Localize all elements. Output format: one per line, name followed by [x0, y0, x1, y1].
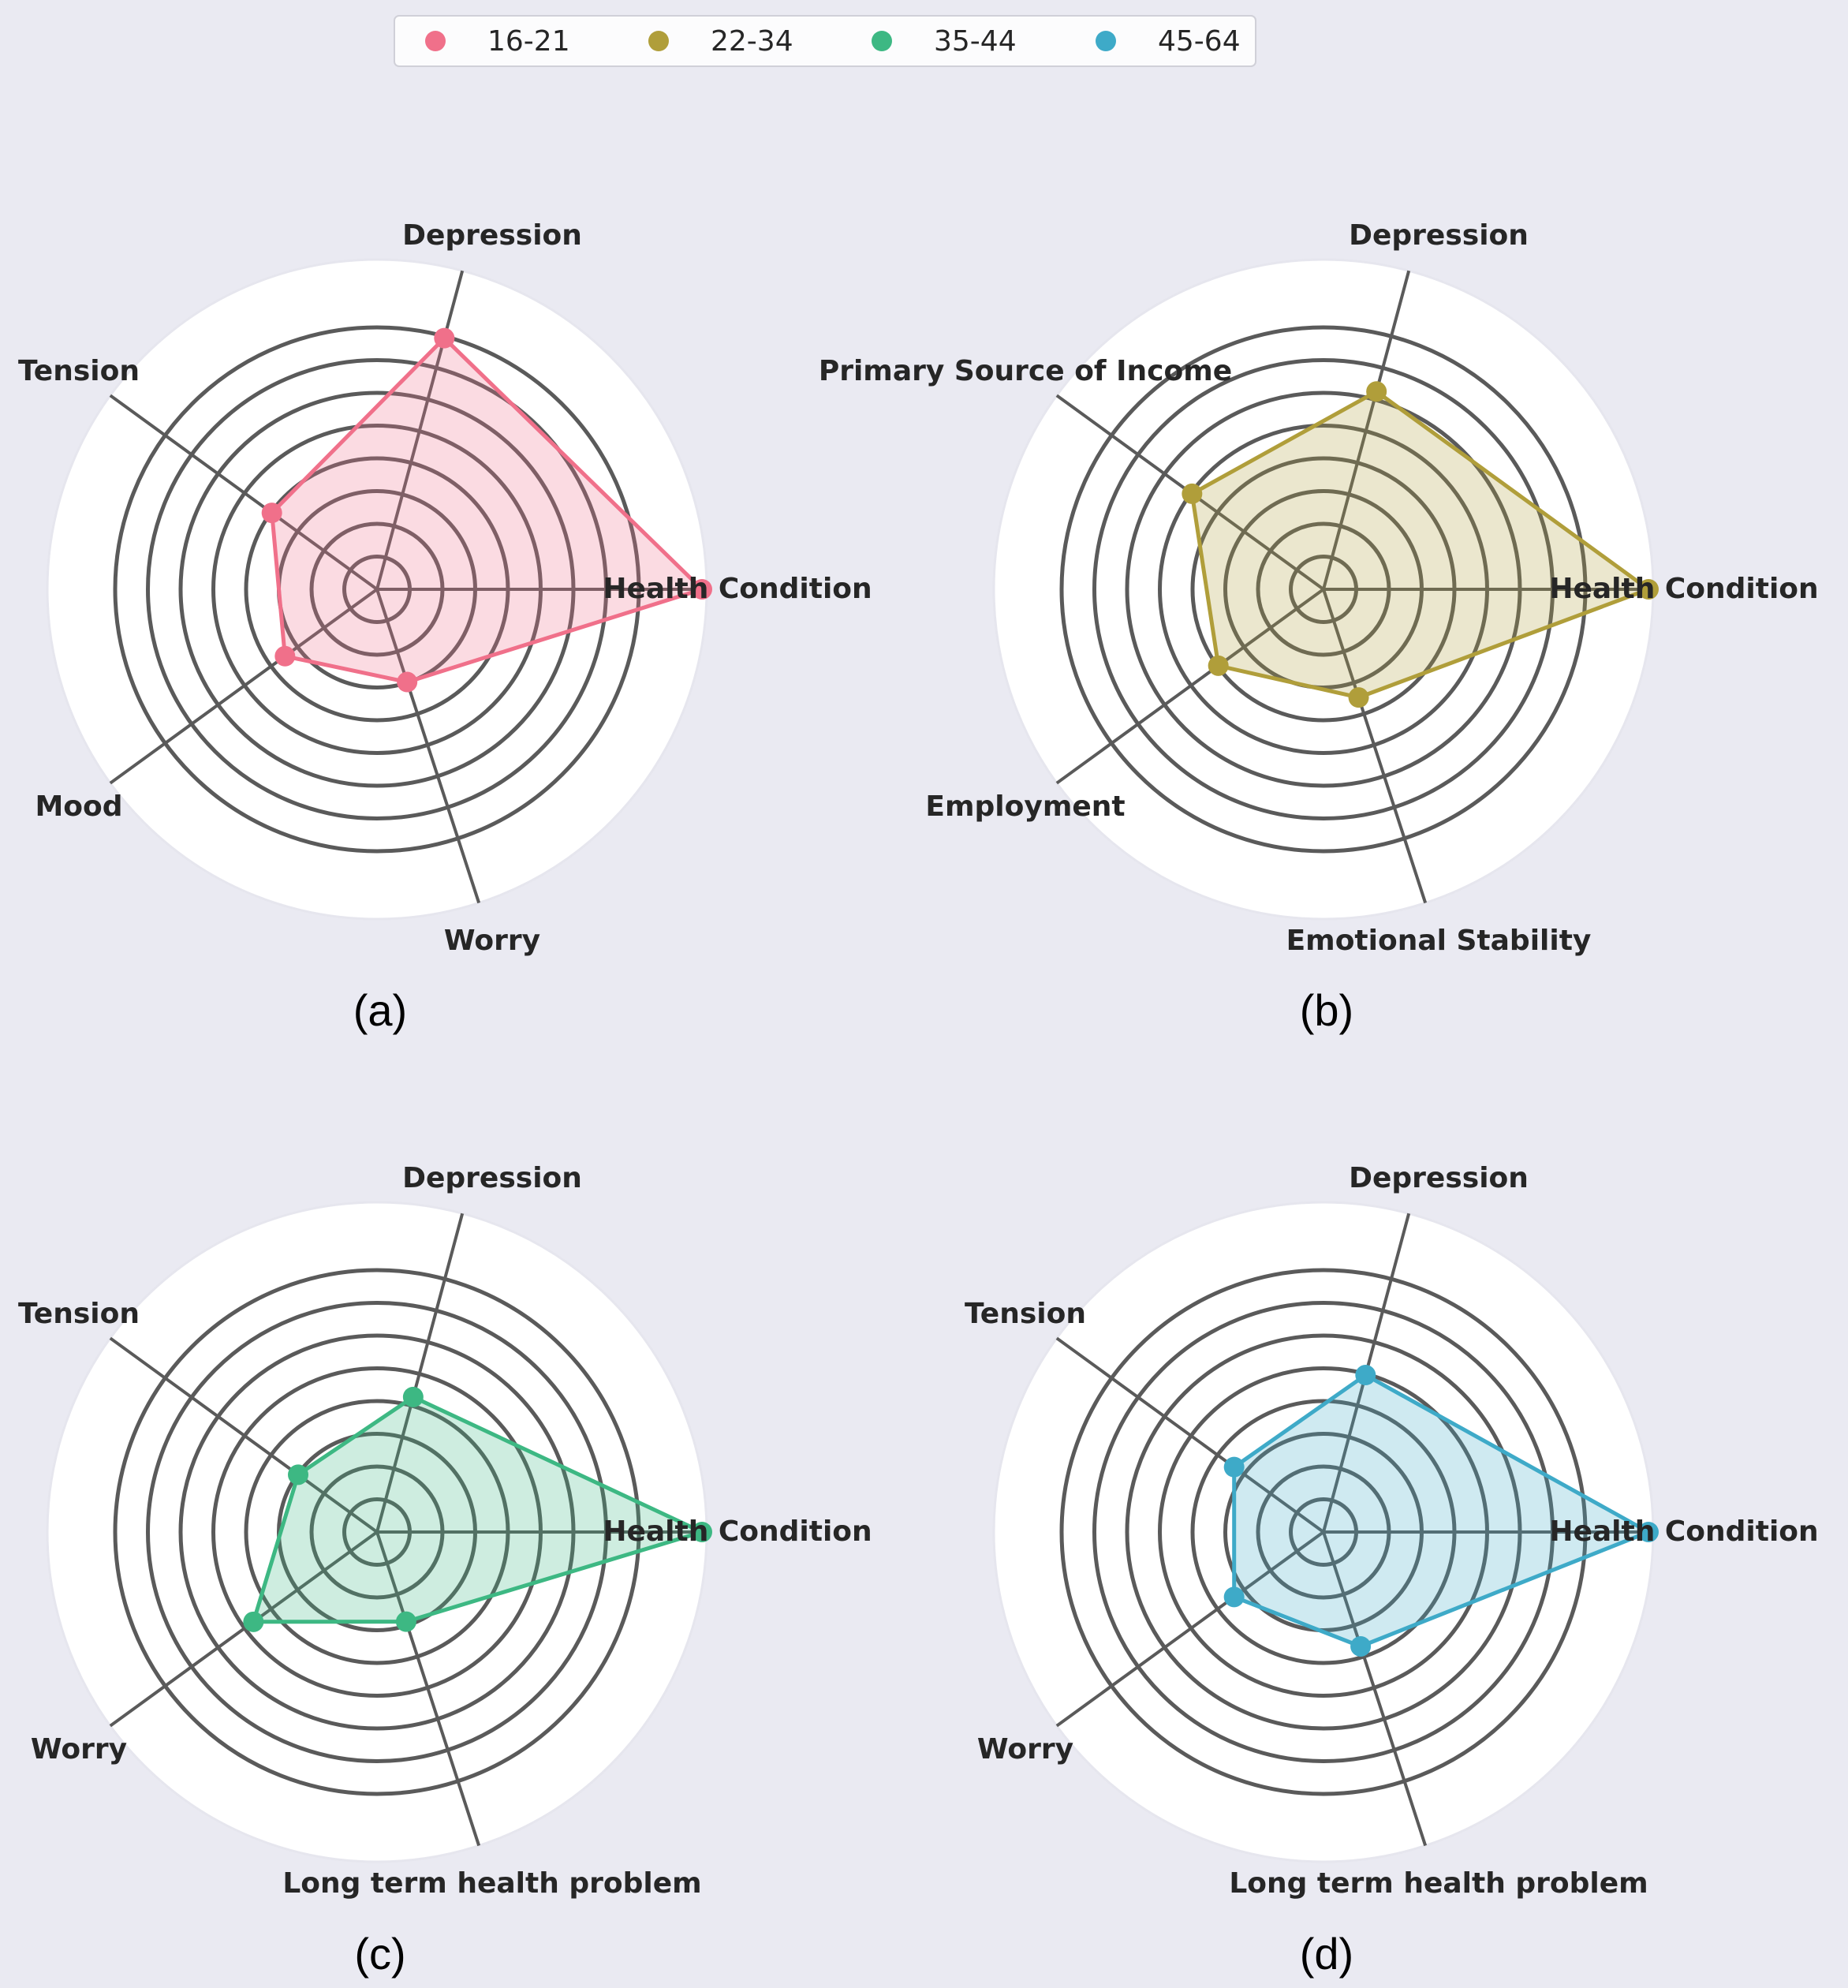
spoke-line: [1322, 270, 1411, 590]
spoke-line: [109, 588, 379, 785]
axis-label-4: Employment: [925, 790, 1125, 823]
axis-label-2: Depression: [1349, 1162, 1529, 1194]
axis-label-1: Health Condition: [603, 573, 872, 605]
spoke-line: [375, 589, 481, 904]
spoke-line: [109, 1336, 379, 1534]
data-point-3: [261, 503, 282, 524]
axis-label-4: Worry: [31, 1733, 127, 1766]
radar-panel-2: Health Condition Depression Primary Source…: [819, 219, 1819, 1035]
panel-label: (c): [354, 1929, 405, 1979]
legend-label-16-21: 16-21: [487, 25, 570, 58]
data-point-5: [1348, 687, 1369, 708]
axis-label-3: Tension: [965, 1298, 1086, 1330]
data-point-2: [1355, 1365, 1376, 1386]
axis-label-5: Long term health problem: [1229, 1867, 1648, 1900]
data-point-3: [1182, 483, 1203, 504]
panel-label: (a): [353, 985, 407, 1035]
spoke-line: [1055, 1530, 1325, 1728]
legend: 16-21 22-34 35-44 45-64: [394, 15, 1256, 67]
legend-marker-22-34: [648, 31, 669, 51]
spoke-line: [1055, 1336, 1325, 1534]
axis-label-3: Tension: [18, 1298, 140, 1330]
legend-marker-16-21: [425, 31, 446, 51]
spoke-line: [109, 394, 379, 591]
panel-label: (b): [1300, 985, 1353, 1035]
data-point-2: [434, 327, 455, 349]
axis-label-1: Health Condition: [1549, 1515, 1818, 1548]
data-point-1: [1638, 1522, 1659, 1542]
series-line-35-44: [251, 1395, 704, 1624]
axis-label-2: Depression: [1349, 219, 1529, 252]
series-line-45-64: [1232, 1373, 1651, 1649]
series-area-45-64: [1234, 1375, 1648, 1646]
spoke-line: [1322, 589, 1428, 904]
radar-panel-1: Health Condition Depression Tension Mood Wor…: [18, 219, 872, 1035]
axis-label-4: Mood: [35, 790, 122, 823]
axis-label-3: Primary Source of Income: [819, 355, 1232, 387]
axis-label-3: Tension: [18, 355, 140, 387]
axis-label-1: Health Condition: [1549, 573, 1818, 605]
spoke-line: [1322, 1531, 1428, 1847]
data-point-4: [274, 645, 296, 667]
data-point-3: [288, 1464, 309, 1485]
series-line-22-34: [1189, 389, 1651, 700]
spoke-line: [375, 270, 465, 590]
data-point-5: [1350, 1635, 1372, 1657]
data-point-5: [395, 1611, 416, 1632]
data-point-2: [402, 1386, 424, 1407]
spoke-line: [375, 1213, 465, 1533]
axis-label-5: Long term health problem: [282, 1867, 701, 1900]
radar-panel-3: Health Condition Depression Tension Worry Lo…: [18, 1162, 872, 1979]
data-point-2: [1366, 381, 1387, 402]
legend-label-45-64: 45-64: [1158, 25, 1241, 58]
data-point-4: [1208, 655, 1229, 676]
spoke-line: [1055, 588, 1325, 785]
axis-label-2: Depression: [402, 219, 582, 252]
data-point-5: [397, 671, 418, 693]
radar-panels: Health Condition Depression Tension Mood Wor…: [18, 219, 1819, 1979]
data-point-1: [1638, 579, 1659, 600]
legend-box: [394, 15, 1256, 67]
axis-label-4: Worry: [977, 1733, 1073, 1766]
data-point-4: [243, 1611, 264, 1632]
panel-label: (d): [1300, 1929, 1353, 1979]
data-point-4: [1223, 1586, 1245, 1608]
series-area-16-21: [271, 338, 702, 682]
axis-label-5: Worry: [444, 925, 540, 957]
spoke-line: [375, 1531, 481, 1847]
legend-label-35-44: 35-44: [934, 25, 1017, 58]
axis-label-2: Depression: [402, 1162, 582, 1194]
data-point-1: [692, 1522, 712, 1542]
axis-label-5: Emotional Stability: [1286, 925, 1592, 957]
data-point-3: [1223, 1456, 1245, 1478]
data-point-1: [692, 579, 712, 600]
axis-label-1: Health Condition: [603, 1515, 872, 1548]
legend-marker-45-64: [1096, 31, 1116, 51]
legend-label-22-34: 22-34: [711, 25, 793, 58]
legend-marker-35-44: [872, 31, 892, 51]
series-area-22-34: [1192, 391, 1648, 698]
series-line-16-21: [270, 336, 704, 685]
radar-panel-4: Health Condition Depression Tension Worry Lo…: [965, 1162, 1819, 1979]
spoke-line: [109, 1530, 379, 1728]
